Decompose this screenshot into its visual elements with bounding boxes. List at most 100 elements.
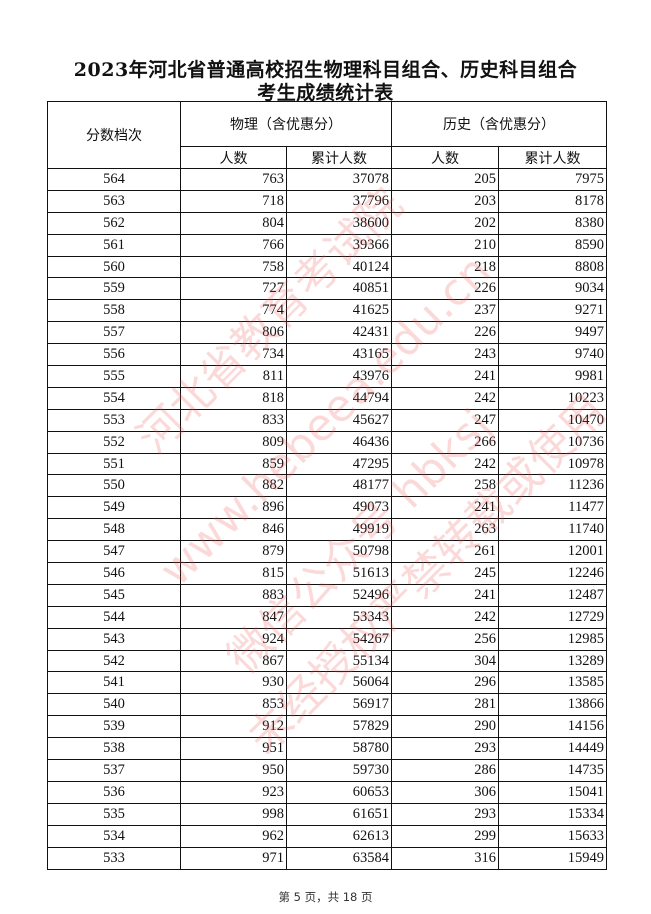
cell-history-count: 218 [391, 255, 499, 279]
table-row: 554 818 44794 242 10223 [47, 386, 607, 410]
cell-physics-cumulative: 46436 [286, 430, 392, 454]
table-row: 547 879 50798 261 12001 [47, 540, 607, 564]
cell-history-cumulative: 15633 [498, 824, 607, 848]
cell-physics-count: 924 [180, 627, 287, 651]
cell-history-count: 306 [391, 780, 499, 804]
table-row: 557 806 42431 226 9497 [47, 321, 607, 345]
cell-history-count: 266 [391, 430, 499, 454]
cell-score: 543 [47, 627, 181, 651]
cell-score: 536 [47, 780, 181, 804]
cell-physics-count: 923 [180, 780, 287, 804]
cell-physics-count: 883 [180, 583, 287, 607]
header-history-cumulative: 累计人数 [498, 146, 607, 169]
cell-physics-cumulative: 51613 [286, 562, 392, 585]
cell-history-cumulative: 12001 [498, 540, 607, 564]
cell-physics-count: 950 [180, 759, 287, 782]
cell-score: 562 [47, 211, 181, 235]
cell-physics-cumulative: 56917 [286, 693, 392, 717]
cell-history-cumulative: 9981 [498, 365, 607, 388]
table-row: 555 811 43976 241 9981 [47, 365, 607, 388]
cell-physics-cumulative: 58780 [286, 737, 392, 761]
cell-score: 556 [47, 343, 181, 367]
cell-physics-count: 951 [180, 737, 287, 761]
cell-history-count: 202 [391, 211, 499, 235]
header-physics-count: 人数 [180, 146, 287, 169]
cell-score: 538 [47, 737, 181, 761]
cell-score: 549 [47, 496, 181, 520]
cell-physics-cumulative: 57829 [286, 715, 392, 739]
cell-physics-cumulative: 37078 [286, 168, 392, 191]
cell-score: 546 [47, 562, 181, 585]
cell-physics-count: 962 [180, 824, 287, 848]
cell-history-count: 243 [391, 343, 499, 367]
cell-history-count: 261 [391, 540, 499, 564]
cell-history-cumulative: 15334 [498, 802, 607, 826]
cell-history-count: 293 [391, 737, 499, 761]
table-row: 541 930 56064 296 13585 [47, 671, 607, 695]
cell-history-count: 286 [391, 759, 499, 782]
cell-score: 558 [47, 299, 181, 323]
cell-history-count: 299 [391, 824, 499, 848]
cell-score: 557 [47, 321, 181, 345]
cell-history-count: 296 [391, 671, 499, 695]
cell-physics-cumulative: 40851 [286, 277, 392, 301]
table-row: 558 774 41625 237 9271 [47, 299, 607, 323]
cell-physics-count: 806 [180, 321, 287, 345]
cell-score: 555 [47, 365, 181, 388]
cell-physics-cumulative: 41625 [286, 299, 392, 323]
cell-physics-count: 846 [180, 518, 287, 542]
cell-score: 541 [47, 671, 181, 695]
table-row: 562 804 38600 202 8380 [47, 211, 607, 235]
cell-history-cumulative: 14449 [498, 737, 607, 761]
cell-history-cumulative: 10736 [498, 430, 607, 454]
table-row: 548 846 49919 263 11740 [47, 518, 607, 542]
cell-history-count: 205 [391, 168, 499, 191]
cell-score: 548 [47, 518, 181, 542]
cell-history-count: 245 [391, 562, 499, 585]
document-subtitle: 考生成绩统计表 [257, 82, 394, 104]
table-row: 564 763 37078 205 7975 [47, 168, 607, 191]
cell-physics-count: 727 [180, 277, 287, 301]
table-row: 560 758 40124 218 8808 [47, 255, 607, 279]
cell-physics-cumulative: 63584 [286, 846, 392, 870]
cell-score: 563 [47, 189, 181, 213]
cell-physics-cumulative: 49073 [286, 496, 392, 520]
header-score: 分数档次 [47, 101, 181, 169]
cell-physics-cumulative: 49919 [286, 518, 392, 542]
cell-history-count: 247 [391, 408, 499, 432]
cell-physics-count: 818 [180, 386, 287, 410]
cell-physics-count: 853 [180, 693, 287, 717]
cell-physics-cumulative: 37796 [286, 189, 392, 213]
cell-score: 537 [47, 759, 181, 782]
table-row: 552 809 46436 266 10736 [47, 430, 607, 454]
cell-score: 544 [47, 605, 181, 629]
cell-score: 547 [47, 540, 181, 564]
header-physics: 物理（含优惠分） [180, 101, 392, 147]
cell-history-count: 237 [391, 299, 499, 323]
cell-score: 533 [47, 846, 181, 870]
table-row: 550 882 48177 258 11236 [47, 474, 607, 498]
cell-score: 539 [47, 715, 181, 739]
cell-history-count: 316 [391, 846, 499, 870]
cell-score: 551 [47, 452, 181, 476]
table-row: 551 859 47295 242 10978 [47, 452, 607, 476]
cell-history-count: 241 [391, 365, 499, 388]
cell-score: 542 [47, 649, 181, 673]
cell-history-cumulative: 7975 [498, 168, 607, 191]
cell-history-cumulative: 10223 [498, 386, 607, 410]
cell-physics-count: 971 [180, 846, 287, 870]
cell-history-cumulative: 8590 [498, 233, 607, 257]
cell-physics-cumulative: 45627 [286, 408, 392, 432]
table-row: 543 924 54267 256 12985 [47, 627, 607, 651]
cell-history-cumulative: 14735 [498, 759, 607, 782]
cell-physics-cumulative: 42431 [286, 321, 392, 345]
cell-history-cumulative: 12729 [498, 605, 607, 629]
cell-history-count: 256 [391, 627, 499, 651]
cell-history-count: 258 [391, 474, 499, 498]
table-row: 540 853 56917 281 13866 [47, 693, 607, 717]
cell-physics-count: 998 [180, 802, 287, 826]
cell-physics-count: 847 [180, 605, 287, 629]
table-row: 563 718 37796 203 8178 [47, 189, 607, 213]
cell-history-cumulative: 11740 [498, 518, 607, 542]
cell-history-count: 242 [391, 605, 499, 629]
